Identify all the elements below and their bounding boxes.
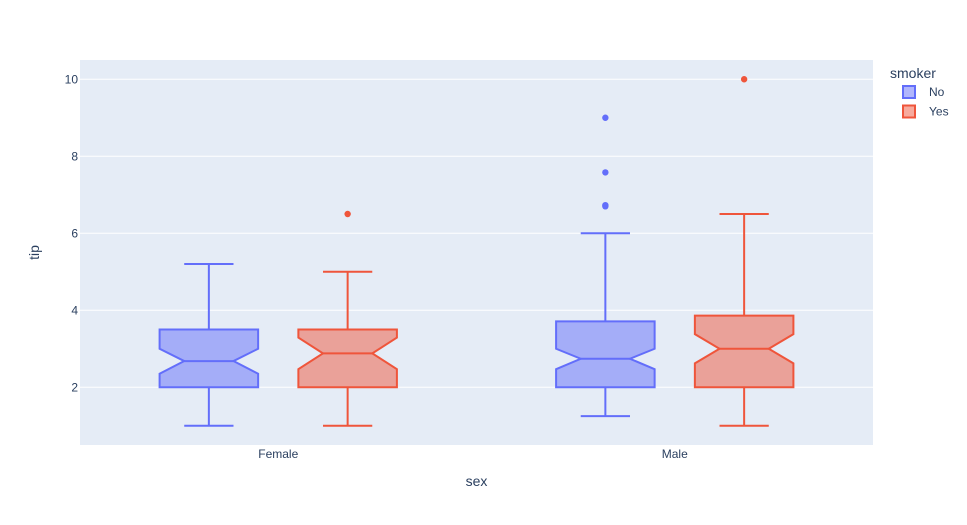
legend-label: Yes (929, 105, 949, 119)
y-tick-label: 10 (65, 72, 79, 86)
box-yes-male[interactable] (693, 76, 795, 427)
legend-swatch (902, 85, 916, 99)
outlier-point[interactable] (740, 76, 748, 83)
box-traces (158, 76, 795, 427)
outlier-point[interactable] (602, 114, 609, 121)
outlier-point[interactable] (602, 201, 609, 209)
box-body (693, 314, 795, 389)
legend-title: smoker (890, 65, 936, 81)
x-axis-ticks: Female Male (258, 447, 688, 461)
box-yes-female[interactable] (297, 210, 398, 427)
y-tick-label: 2 (71, 380, 78, 394)
y-axis-title: tip (26, 245, 42, 260)
legend-swatch (902, 104, 916, 119)
box-body (158, 328, 260, 389)
box-body (297, 328, 398, 389)
x-tick-label: Female (258, 447, 298, 461)
box-no-female[interactable] (158, 263, 260, 427)
box-body (555, 320, 656, 389)
y-axis-ticks: 2 4 6 8 10 (65, 72, 79, 394)
y-tick-label: 8 (71, 149, 78, 163)
legend-item-no[interactable]: No (902, 85, 945, 99)
outlier-point[interactable] (602, 169, 609, 176)
legend-label: No (929, 85, 945, 99)
y-tick-label: 4 (71, 303, 78, 317)
x-tick-label: Male (662, 447, 688, 461)
x-axis-title: sex (466, 473, 488, 489)
y-tick-label: 6 (71, 226, 78, 240)
legend-item-yes[interactable]: Yes (902, 104, 949, 119)
box-no-male[interactable] (555, 114, 656, 418)
legend[interactable]: smoker No Yes (890, 65, 949, 119)
outlier-point[interactable] (344, 210, 351, 218)
